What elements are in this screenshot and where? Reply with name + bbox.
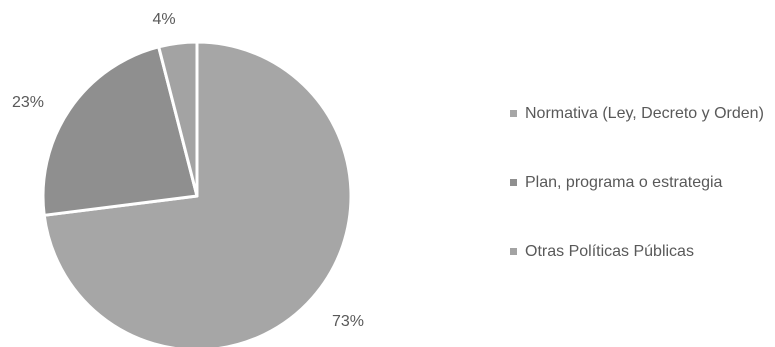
data-label-plan: 23%: [12, 94, 44, 111]
legend-swatch-otras: [510, 248, 517, 255]
data-label-otras: 4%: [152, 11, 175, 28]
legend-item-plan: Plan, programa o estrategia: [510, 171, 770, 194]
legend-item-normativa: Normativa (Ley, Decreto y Orden): [510, 102, 770, 125]
legend-label-normativa: Normativa (Ley, Decreto y Orden): [525, 105, 764, 122]
data-label-normativa: 73%: [332, 313, 364, 330]
legend-swatch-plan: [510, 179, 517, 186]
legend-item-otras: Otras Políticas Públicas: [510, 240, 770, 263]
pie-slices: [41, 40, 353, 347]
legend-label-otras: Otras Políticas Públicas: [525, 243, 694, 260]
pie-slice-plan: [41, 45, 199, 217]
pie-data-labels: 73% 23% 4%: [12, 11, 364, 330]
legend-swatch-normativa: [510, 110, 517, 117]
pie-slice-otras: [157, 40, 199, 198]
legend-label-plan: Plan, programa o estrategia: [525, 174, 723, 191]
